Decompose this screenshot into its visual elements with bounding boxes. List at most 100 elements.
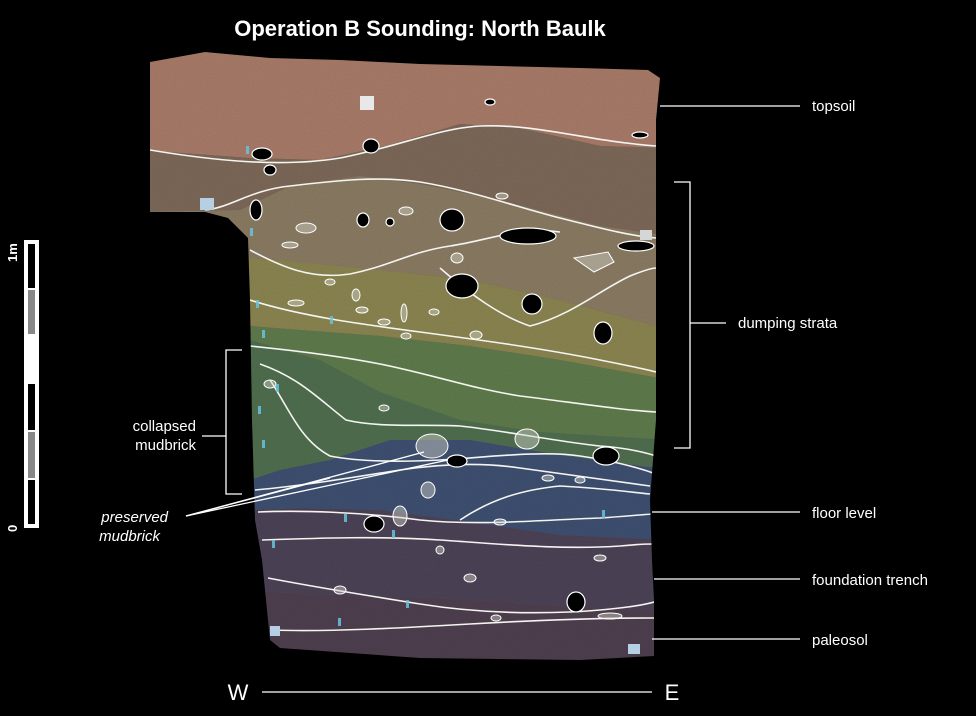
- mudbrick-fragment: [572, 251, 615, 273]
- stone: [445, 273, 479, 299]
- mudbrick-fragment: [593, 554, 607, 562]
- mudbrick-fragment: [400, 303, 408, 323]
- label-card: [360, 96, 374, 110]
- label-card: [270, 626, 280, 636]
- paleosol-label: paleosol: [812, 632, 868, 649]
- stone: [593, 321, 613, 345]
- sample-tag: [338, 618, 341, 626]
- label-card: [640, 230, 652, 240]
- sample-tag: [330, 316, 333, 324]
- mudbrick-fragment: [355, 306, 369, 314]
- floor-level-layer: [150, 440, 660, 540]
- stone: [446, 454, 468, 468]
- boundary-line: [439, 267, 657, 327]
- scale-bottom-label: 0: [5, 525, 20, 532]
- sample-tag: [262, 330, 265, 338]
- boundary-line: [249, 299, 657, 373]
- dumping-strata-layer: [150, 176, 660, 330]
- mudbrick-fragment: [287, 299, 305, 307]
- mudbrick-fragment: [333, 585, 347, 595]
- boundary-line: [150, 125, 657, 164]
- mudbrick-fragment: [281, 241, 299, 249]
- mudbrick-fragment: [351, 288, 361, 302]
- mudbrick-fragment: [378, 404, 390, 412]
- mudbrick-fragments: [263, 192, 623, 622]
- mudbrick-fragment: [597, 612, 623, 620]
- scale-bar-segment: [28, 290, 35, 334]
- boundary-line: [267, 577, 655, 614]
- stone: [263, 164, 277, 176]
- sample-tag: [250, 228, 253, 236]
- mudbrick-fragment: [463, 573, 477, 583]
- mudbrick-fragment: [420, 481, 436, 499]
- stone: [499, 227, 557, 245]
- scale-bar: 1m 0: [5, 240, 39, 532]
- stone: [363, 515, 385, 533]
- boundary-line: [257, 510, 655, 524]
- mudbrick-fragment: [324, 278, 336, 286]
- preserved-mudbrick-leader: [185, 459, 449, 517]
- boundary-line: [249, 345, 657, 413]
- preserved-mudbrick-leader: [185, 477, 331, 517]
- sample-tag: [276, 384, 279, 392]
- mudbrick-fragment: [400, 332, 412, 340]
- dumping-strata-bracket: [674, 181, 691, 449]
- stone: [356, 212, 370, 228]
- stone: [521, 293, 543, 315]
- sample-tag: [406, 600, 409, 608]
- boundary-line: [269, 617, 655, 632]
- stone: [385, 217, 395, 227]
- stone: [566, 591, 586, 613]
- collapsed-mudbrick-label-line1: collapsed: [133, 418, 196, 435]
- label-card: [628, 644, 640, 654]
- stone: [631, 131, 649, 139]
- mudbrick-fragment: [495, 192, 509, 200]
- foundation-trench-label: foundation trench: [812, 572, 928, 589]
- scale-bar-segment: [28, 244, 35, 288]
- scale-bar-segment: [28, 384, 35, 430]
- stone: [484, 98, 496, 106]
- boundary-line: [204, 178, 657, 239]
- west-label: W: [228, 680, 249, 705]
- collapsed-mudbrick-label-line2: mudbrick: [135, 437, 196, 454]
- sample-tag: [256, 300, 259, 308]
- sample-tag: [344, 514, 347, 522]
- mudbrick-fragment: [490, 614, 502, 622]
- mudbrick-fragment: [415, 433, 449, 459]
- floor-level-label: floor level: [812, 505, 876, 522]
- topsoil-label: topsoil: [812, 98, 855, 115]
- boundary-line: [459, 485, 651, 521]
- sample-tags: [200, 96, 652, 654]
- sample-tag: [258, 406, 261, 414]
- mudbrick-fragment: [469, 330, 483, 340]
- stone: [251, 147, 273, 161]
- mudbrick-fragment: [377, 318, 391, 326]
- mudbrick-fragment: [514, 428, 540, 450]
- mudbrick-fragment: [541, 474, 555, 482]
- sample-tag: [392, 530, 395, 538]
- stone: [439, 208, 465, 232]
- stone: [617, 240, 655, 252]
- label-card: [200, 198, 214, 210]
- collapsed-mudbrick-bracket: [225, 349, 242, 495]
- stone: [592, 446, 620, 466]
- scale-bar-segment: [28, 336, 35, 382]
- dumping-strata-label: dumping strata: [738, 315, 838, 332]
- mudbrick-fragment: [398, 206, 414, 216]
- mudbrick-fragment: [263, 379, 277, 389]
- sample-tag: [602, 510, 605, 518]
- scale-bar-segment: [28, 480, 35, 524]
- stones: [249, 98, 655, 613]
- stone: [362, 138, 380, 154]
- scale-top-label: 1m: [5, 243, 20, 262]
- sample-tag: [272, 540, 275, 548]
- mudbrick-fragment: [450, 252, 464, 264]
- section-profile: [150, 52, 660, 660]
- stone: [249, 199, 263, 221]
- mudbrick-fragment: [574, 476, 586, 484]
- mudbrick-fragment: [493, 518, 507, 526]
- sample-tag: [262, 440, 265, 448]
- mudbrick-fragment: [435, 545, 445, 555]
- preserved-mudbrick-label-line1: preserved: [100, 509, 168, 526]
